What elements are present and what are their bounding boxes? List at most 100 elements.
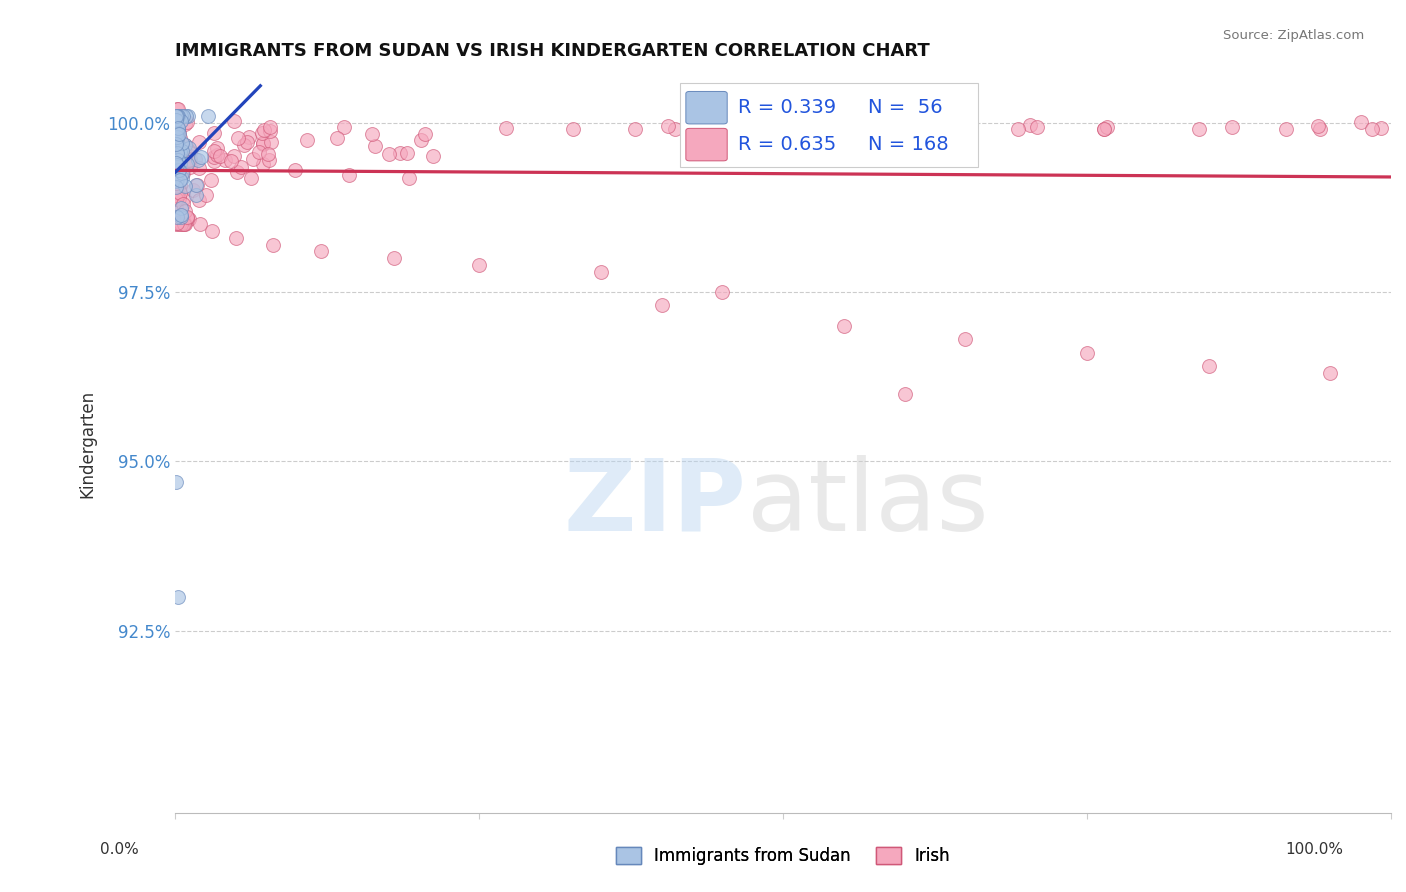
Point bbox=[167, 153, 190, 167]
Point bbox=[734, 122, 756, 136]
Point bbox=[166, 157, 188, 171]
Point bbox=[170, 165, 193, 179]
Point bbox=[165, 136, 187, 151]
Point bbox=[221, 154, 243, 169]
Point bbox=[1369, 120, 1392, 135]
Point bbox=[231, 160, 253, 174]
Point bbox=[222, 114, 245, 128]
Point bbox=[166, 161, 188, 175]
Point bbox=[195, 188, 218, 202]
Point bbox=[166, 199, 188, 213]
Point bbox=[202, 153, 225, 168]
Point bbox=[262, 237, 284, 252]
Point bbox=[1092, 122, 1115, 136]
Point bbox=[170, 109, 193, 123]
Point bbox=[1095, 120, 1118, 134]
Point bbox=[188, 161, 211, 176]
Point bbox=[165, 179, 187, 194]
Point bbox=[184, 187, 207, 202]
Point bbox=[409, 133, 432, 147]
Point bbox=[188, 193, 211, 207]
Point bbox=[167, 217, 190, 231]
Point bbox=[170, 166, 193, 180]
Point bbox=[165, 217, 187, 231]
Point bbox=[1319, 366, 1341, 380]
Point bbox=[172, 217, 194, 231]
Point bbox=[165, 176, 187, 190]
Point bbox=[166, 102, 188, 116]
Point bbox=[395, 146, 418, 161]
Point bbox=[188, 135, 211, 149]
Point bbox=[202, 144, 225, 158]
Point bbox=[242, 152, 264, 166]
Point bbox=[165, 160, 187, 174]
Point bbox=[1350, 115, 1372, 129]
Point bbox=[866, 120, 889, 135]
Point bbox=[806, 121, 828, 136]
Point bbox=[172, 166, 194, 180]
FancyBboxPatch shape bbox=[686, 92, 727, 124]
Text: R = 0.339: R = 0.339 bbox=[738, 98, 837, 117]
Point bbox=[165, 126, 187, 140]
Point bbox=[169, 114, 191, 128]
Text: R = 0.635: R = 0.635 bbox=[738, 135, 837, 154]
Point bbox=[166, 109, 188, 123]
Point bbox=[252, 137, 274, 152]
Point bbox=[883, 122, 905, 136]
Point bbox=[167, 128, 190, 142]
Point bbox=[250, 126, 273, 140]
Point bbox=[1092, 122, 1115, 136]
Point bbox=[165, 131, 187, 145]
Point bbox=[173, 178, 195, 193]
Point bbox=[284, 163, 307, 178]
Point bbox=[257, 153, 280, 167]
Point bbox=[167, 126, 190, 140]
Point bbox=[1018, 118, 1040, 132]
Point bbox=[589, 265, 612, 279]
Point bbox=[236, 135, 259, 149]
Point bbox=[172, 212, 194, 227]
Point bbox=[169, 114, 191, 128]
Point bbox=[252, 156, 274, 170]
Point bbox=[176, 115, 198, 129]
Point bbox=[167, 120, 190, 135]
Point bbox=[252, 136, 274, 150]
Point bbox=[1188, 122, 1211, 136]
Point bbox=[179, 145, 201, 160]
Point bbox=[165, 151, 187, 165]
Point bbox=[724, 122, 747, 136]
Point bbox=[173, 190, 195, 204]
Point bbox=[169, 186, 191, 200]
Point bbox=[201, 224, 224, 238]
Point bbox=[955, 332, 977, 346]
Point bbox=[177, 153, 200, 168]
Point bbox=[166, 130, 188, 145]
Point bbox=[388, 146, 411, 161]
Point bbox=[1198, 359, 1220, 374]
Point bbox=[165, 124, 187, 138]
Point bbox=[177, 148, 200, 162]
Point bbox=[170, 211, 193, 225]
Point bbox=[166, 134, 188, 148]
Point bbox=[253, 123, 276, 137]
Point bbox=[165, 163, 187, 178]
Point bbox=[818, 120, 841, 135]
Point bbox=[166, 121, 188, 136]
Point bbox=[169, 202, 191, 216]
Point bbox=[179, 160, 201, 174]
Text: ZIP: ZIP bbox=[564, 455, 747, 552]
FancyBboxPatch shape bbox=[686, 128, 727, 161]
Point bbox=[170, 217, 193, 231]
Point bbox=[495, 121, 517, 136]
Text: N = 168: N = 168 bbox=[869, 135, 949, 154]
Point bbox=[186, 178, 208, 192]
Point bbox=[337, 168, 360, 182]
Point bbox=[170, 208, 193, 222]
Text: 100.0%: 100.0% bbox=[1285, 842, 1344, 856]
Point bbox=[167, 151, 190, 165]
Point bbox=[166, 211, 188, 225]
Point bbox=[166, 142, 188, 156]
Point bbox=[174, 138, 197, 153]
Point bbox=[224, 149, 246, 163]
Point bbox=[167, 136, 190, 151]
